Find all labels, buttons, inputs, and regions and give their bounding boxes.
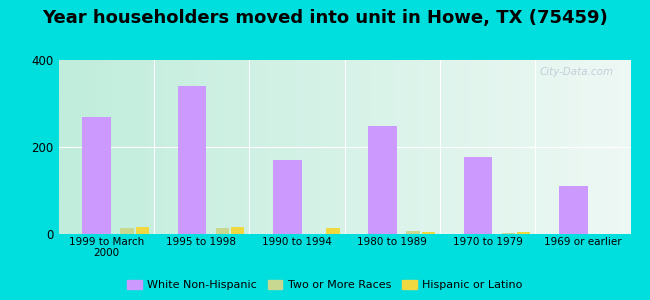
Bar xyxy=(369,126,397,234)
Bar xyxy=(559,186,588,234)
Bar xyxy=(517,232,530,234)
Text: City-Data.com: City-Data.com xyxy=(540,67,614,77)
Bar xyxy=(231,226,244,234)
Bar xyxy=(273,160,302,234)
Legend: White Non-Hispanic, Two or More Races, Hispanic or Latino: White Non-Hispanic, Two or More Races, H… xyxy=(123,275,527,294)
Bar xyxy=(83,116,111,234)
Text: Year householders moved into unit in Howe, TX (75459): Year householders moved into unit in How… xyxy=(42,9,608,27)
Bar xyxy=(177,86,206,234)
Bar xyxy=(422,232,435,234)
Bar xyxy=(463,157,492,234)
Bar xyxy=(406,230,420,234)
Bar xyxy=(120,228,134,234)
Bar xyxy=(136,227,149,234)
Bar xyxy=(502,233,515,234)
Bar xyxy=(326,228,340,234)
Bar xyxy=(216,228,229,234)
